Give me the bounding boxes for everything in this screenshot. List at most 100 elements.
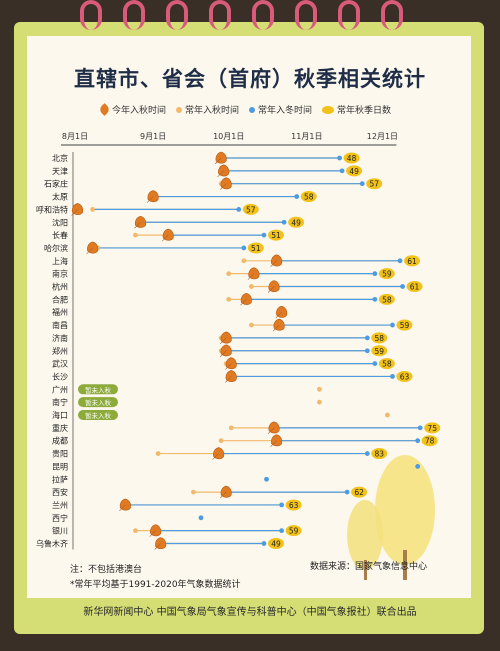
tree-illustration	[347, 455, 435, 580]
tree-crown-large	[375, 455, 435, 565]
days-label: 51	[271, 231, 281, 240]
orange-dot-icon	[176, 106, 183, 113]
yellow-badge-icon	[322, 105, 335, 114]
leaf-marker	[270, 254, 283, 268]
city-label: 福州	[52, 308, 68, 317]
leaf-shape	[146, 190, 159, 203]
city-label: 西安	[52, 487, 68, 497]
leaf-shape	[217, 164, 230, 178]
city-label: 南宁	[52, 397, 68, 407]
x-axis: 8月1日 9月1日 10月1日 11月1日 12月1日	[61, 132, 398, 550]
leaf-marker	[119, 498, 131, 512]
days-label: 48	[347, 154, 357, 163]
city-label: 西宁	[52, 513, 68, 523]
leaf-shape	[219, 177, 232, 190]
days-badge	[421, 435, 438, 447]
no-autumn-label: 暂未入秋	[85, 398, 112, 407]
x-tick-label: 12月1日	[367, 132, 398, 141]
city-label: 石家庄	[44, 179, 68, 189]
days-label: 61	[410, 283, 420, 292]
legend-item-days: 常年秋季日数	[322, 103, 391, 116]
city-label: 北京	[52, 153, 68, 163]
city-label: 上海	[52, 256, 68, 266]
leaf-shape	[225, 370, 237, 383]
days-badge	[378, 293, 395, 305]
leaf-shape	[162, 228, 174, 242]
normal-winter-point	[364, 335, 370, 341]
city-label: 长春	[52, 230, 68, 240]
days-label: 58	[382, 295, 392, 304]
leaf-shape	[71, 203, 84, 216]
leaf-marker	[149, 524, 162, 537]
days-badge	[242, 203, 259, 215]
normal-winter-point	[359, 181, 365, 187]
city-label: 杭州	[52, 282, 68, 292]
ring-7	[338, 0, 360, 30]
legend: 今年入秋时间 常年入秋时间 常年入冬时间 常年秋季日数	[98, 103, 460, 116]
city-label: 天津	[52, 166, 68, 176]
days-label: 58	[382, 360, 392, 369]
normal-autumn-point	[191, 489, 196, 495]
leaf-marker	[214, 151, 227, 165]
city-label: 贵阳	[52, 449, 68, 459]
normal-winter-point	[261, 541, 267, 546]
x-tick-label: 9月1日	[140, 132, 166, 141]
city-rows: 北京 48 天津 49 石家庄 57 太原 58 呼和浩特 57 沈阳 49 长春 51 哈尔滨 51 上海 61…	[36, 151, 441, 550]
normal-autumn-point	[133, 528, 138, 534]
city-label: 成都	[52, 436, 68, 446]
city-label: 昆明	[52, 462, 68, 471]
city-label: 兰州	[52, 500, 68, 510]
leaf-shape	[154, 537, 167, 550]
leaf-shape	[240, 293, 252, 306]
normal-winter-point	[364, 348, 370, 354]
leaf-marker	[225, 357, 237, 370]
legend-item-normal-winter: 常年入冬时间	[249, 103, 312, 116]
normal-autumn-point	[226, 296, 232, 302]
x-tick-label: 8月1日	[62, 132, 88, 141]
leaf-shape	[270, 434, 283, 447]
leaf-marker	[217, 164, 230, 178]
leaf-marker	[134, 215, 147, 229]
leaf-marker	[146, 190, 159, 203]
leaf-shape	[270, 254, 283, 268]
days-label: 49	[291, 218, 301, 227]
tree-trunk	[364, 560, 367, 580]
chart-title: 直辖市、省会（首府）秋季相关统计	[74, 67, 426, 91]
normal-winter-point	[279, 528, 285, 534]
leaf-marker	[267, 280, 280, 293]
blue-dot-icon	[249, 106, 256, 113]
normal-winter-point	[294, 194, 300, 199]
days-badge	[346, 165, 363, 177]
days-badge	[378, 358, 395, 370]
days-label: 51	[251, 244, 261, 253]
city-label: 乌鲁木齐	[36, 539, 68, 549]
days-label: 57	[246, 205, 256, 214]
city-label: 沈阳	[52, 217, 68, 227]
city-label: 武汉	[52, 359, 68, 369]
days-label: 58	[375, 334, 385, 343]
city-label: 济南	[52, 333, 68, 343]
leaf-marker	[247, 267, 260, 280]
days-label: 49	[271, 540, 281, 549]
city-label: 广州	[52, 384, 68, 394]
leaf-shape	[267, 421, 280, 435]
leaf-shape	[134, 215, 147, 229]
leaf-marker	[219, 344, 232, 357]
leaf-marker	[154, 537, 167, 550]
normal-autumn-point	[226, 271, 232, 277]
normal-autumn-point	[317, 399, 322, 405]
leaf-marker	[71, 203, 84, 216]
days-badge	[406, 281, 423, 292]
x-tick-label: 10月1日	[213, 132, 244, 141]
leaf-marker	[219, 177, 232, 190]
normal-winter-point	[279, 502, 285, 508]
days-badge	[396, 370, 413, 382]
days-badge	[247, 242, 264, 254]
legend-label: 今年入秋时间	[112, 106, 167, 116]
legend-item-this-year: 今年入秋时间	[98, 103, 167, 116]
ring-6	[295, 0, 317, 30]
ring-2	[123, 0, 145, 30]
city-label: 合肥	[52, 294, 68, 304]
days-badge	[267, 229, 284, 241]
note-exclusion: 注：不包括港澳台	[70, 565, 143, 575]
